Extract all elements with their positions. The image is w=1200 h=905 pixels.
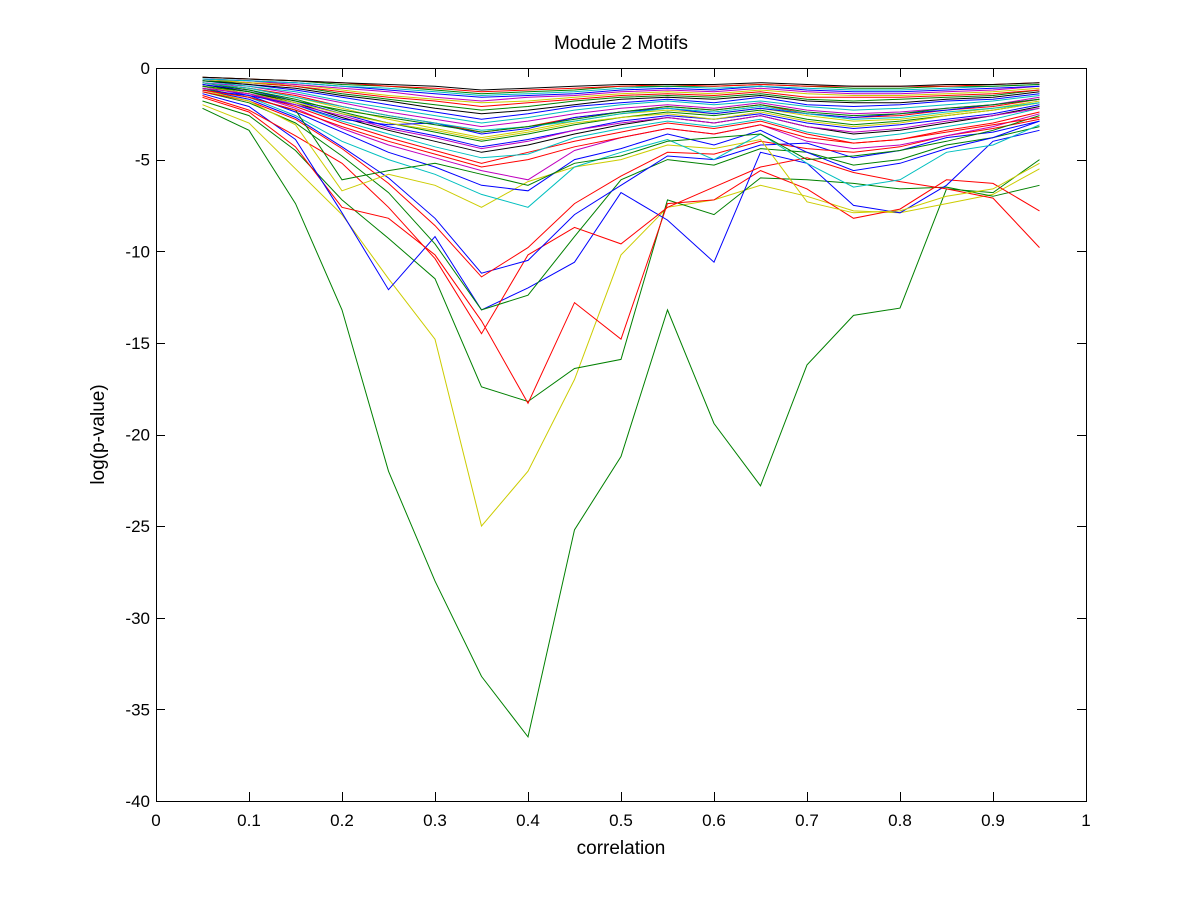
y-tick-label: -30: [125, 609, 150, 628]
series-line-25: [202, 80, 1040, 115]
x-tick-label: 0.2: [330, 811, 354, 830]
y-tick-label: -5: [135, 151, 150, 170]
series-line-31: [202, 78, 1040, 97]
y-tick-label: -25: [125, 517, 150, 536]
series-line-9: [202, 91, 1040, 278]
x-tick-label: 0.4: [516, 811, 540, 830]
x-tick-label: 0.5: [609, 811, 633, 830]
ticks-group: 0 0.1 0.2 0.3 0.4 0.5 0.6 0.7 0.8 0.9 1 0 -5 -10 -15 -2…: [125, 59, 1090, 830]
y-tick-label: 0: [141, 59, 150, 78]
series-line-13: [202, 87, 1040, 186]
series-line-27: [202, 78, 1040, 108]
x-tick-label: 1: [1081, 811, 1090, 830]
series-line-34: [202, 76, 1040, 91]
y-tick-label: -15: [125, 334, 150, 353]
series-line-22: [202, 82, 1040, 128]
series-line-7: [202, 91, 1040, 311]
series-group: [202, 76, 1040, 739]
y-tick-label: -10: [125, 242, 150, 261]
series-line-39: [202, 89, 1040, 168]
axes-background: [156, 68, 1086, 801]
series-line-17: [202, 84, 1040, 153]
series-line-6: [202, 95, 1040, 335]
series-line-11: [202, 87, 1040, 208]
x-tick-label: 0.3: [423, 811, 447, 830]
chart-title: Module 2 Motifs: [554, 33, 688, 54]
series-line-1: [202, 107, 1040, 739]
series-line-10: [202, 89, 1040, 214]
x-tick-label: 0.7: [795, 811, 819, 830]
y-tick-label: -35: [125, 700, 150, 719]
series-line-26: [202, 80, 1040, 111]
series-line-29: [202, 78, 1040, 102]
series-line-40: [202, 85, 1040, 133]
series-line-36: [202, 85, 1040, 141]
y-tick-label: -40: [125, 792, 150, 811]
y-axis-label: log(p-value): [88, 384, 109, 484]
x-axis-label: correlation: [577, 838, 666, 859]
series-line-23: [202, 80, 1040, 124]
series-line-4: [202, 96, 1040, 405]
series-line-12: [202, 85, 1040, 192]
series-line-37: [202, 87, 1040, 150]
series-line-38: [202, 82, 1040, 131]
y-tick-label: -20: [125, 426, 150, 445]
x-tick-label: 0.9: [981, 811, 1005, 830]
series-line-3: [202, 100, 1040, 403]
series-line-16: [202, 84, 1040, 159]
x-tick-label: 0.6: [702, 811, 726, 830]
x-tick-label: 0.1: [237, 811, 261, 830]
series-line-5: [202, 93, 1040, 311]
axes-box: [156, 68, 1087, 802]
x-tick-label: 0: [151, 811, 160, 830]
series-line-24: [202, 80, 1040, 120]
series-line-28: [202, 78, 1040, 104]
x-tick-label: 0.8: [888, 811, 912, 830]
